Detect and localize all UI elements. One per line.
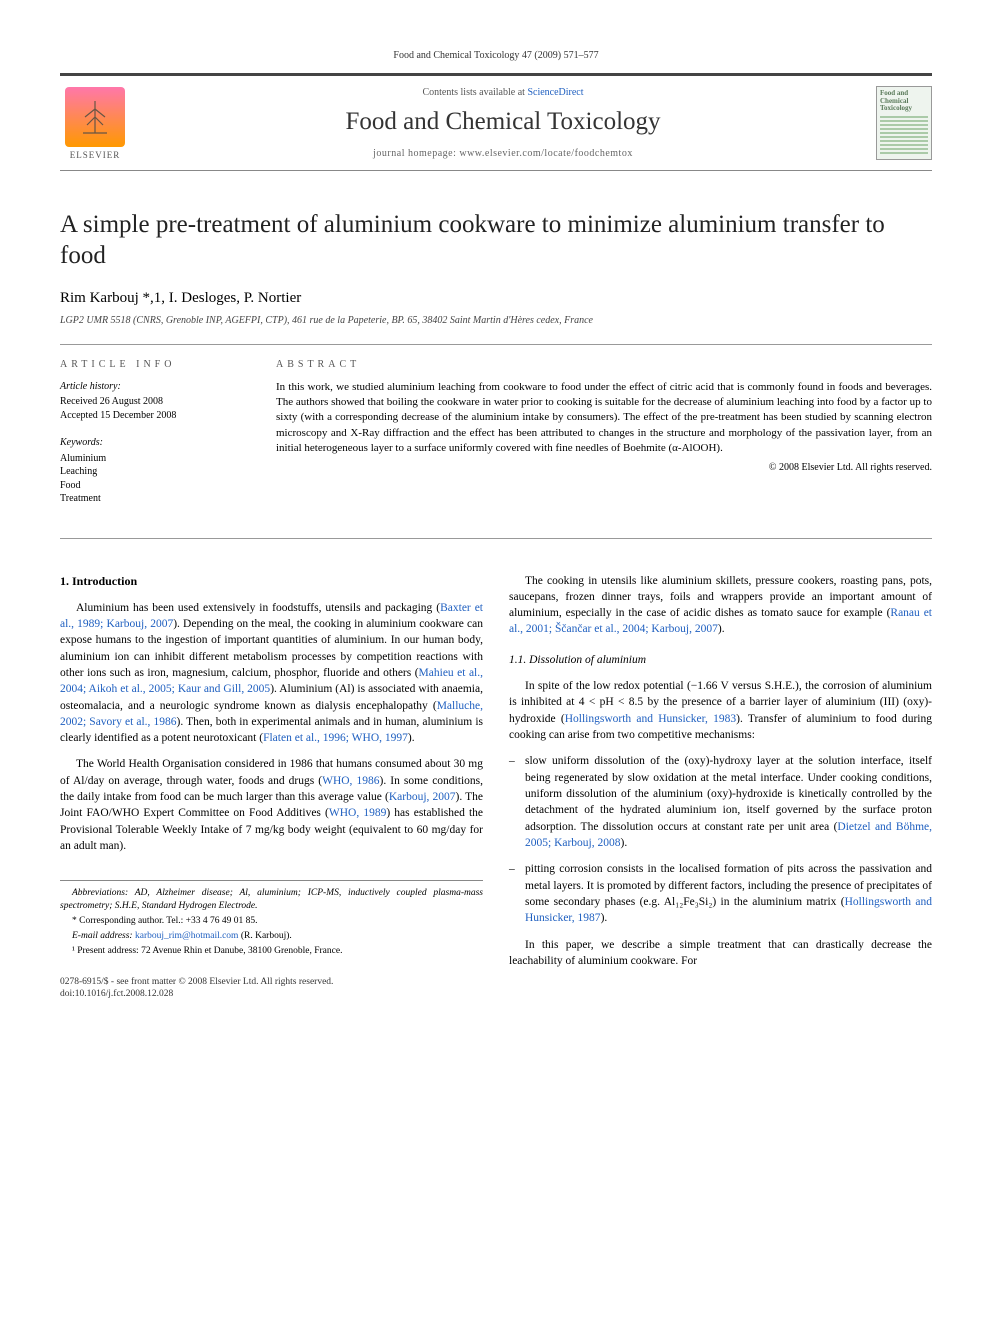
intro-paragraph-3: The cooking in utensils like aluminium s… [509,573,932,638]
publisher-name: ELSEVIER [60,150,130,160]
section-1-1-paragraph-2: In this paper, we describe a simple trea… [509,937,932,970]
contents-available-line: Contents lists available at ScienceDirec… [130,87,876,98]
keywords-block: Keywords: Aluminium Leaching Food Treatm… [60,436,250,506]
text-run: The cooking in utensils like aluminium s… [509,575,932,620]
journal-cover-thumbnail: Food and Chemical Toxicology [876,86,932,160]
text-run: ). [408,732,415,744]
bottom-matter: 0278-6915/$ - see front matter © 2008 El… [60,976,483,1001]
journal-name: Food and Chemical Toxicology [130,108,876,136]
authors: Rim Karbouj *,1, I. Desloges, P. Nortier [60,290,932,307]
received-date: Received 26 August 2008 [60,395,250,409]
email-link[interactable]: karbouj_rim@hotmail.com [135,931,238,941]
body-two-columns: 1. Introduction Aluminium has been used … [60,573,932,1001]
section-1-1-paragraph-1: In spite of the low redox potential (−1.… [509,678,932,743]
issn-line: 0278-6915/$ - see front matter © 2008 El… [60,976,483,988]
keyword: Treatment [60,492,250,506]
abstract-copyright: © 2008 Elsevier Ltd. All rights reserved… [276,462,932,473]
article-info-column: ARTICLE INFO Article history: Received 2… [60,359,250,520]
corresponding-author-footnote: * Corresponding author. Tel.: +33 4 76 4… [60,915,483,928]
citation-link[interactable]: WHO, 1989 [329,807,386,819]
keywords-label: Keywords: [60,436,250,450]
journal-header-bar: ELSEVIER Contents lists available at Sci… [60,73,932,171]
mechanism-list-item-1: slow uniform dissolution of the (oxy)-hy… [509,753,932,851]
doi-line: doi:10.1016/j.fct.2008.12.028 [60,988,483,1000]
keyword: Aluminium [60,452,250,466]
abstract-column: ABSTRACT In this work, we studied alumin… [276,359,932,520]
email-label: E-mail address: [72,931,135,941]
homepage-prefix: journal homepage: [373,148,459,159]
intro-paragraph-2: The World Health Organisation considered… [60,756,483,854]
contents-prefix: Contents lists available at [422,87,527,98]
citation-link[interactable]: Hollingsworth and Hunsicker, 1983 [565,713,736,725]
article-history-block: Article history: Received 26 August 2008… [60,380,250,423]
right-column: The cooking in utensils like aluminium s… [509,573,932,1001]
elsevier-tree-icon [65,87,125,147]
info-abstract-block: ARTICLE INFO Article history: Received 2… [60,344,932,539]
text-run: ). [621,837,628,849]
left-column: 1. Introduction Aluminium has been used … [60,573,483,1001]
present-address-footnote: ¹ Present address: 72 Avenue Rhin et Dan… [60,945,483,958]
footnotes-block: Abbreviations: AD, Alzheimer disease; Al… [60,880,483,957]
header-center: Contents lists available at ScienceDirec… [130,87,876,159]
page: Food and Chemical Toxicology 47 (2009) 5… [0,0,992,1050]
cover-body-graphic [880,116,928,156]
cover-title: Food and Chemical Toxicology [880,90,928,113]
homepage-url[interactable]: www.elsevier.com/locate/foodchemtox [459,148,632,159]
article-title: A simple pre-treatment of aluminium cook… [60,209,932,272]
publisher-logo: ELSEVIER [60,87,130,160]
history-label: Article history: [60,380,250,394]
citation-link[interactable]: Karbouj, 2007 [389,791,456,803]
accepted-date: Accepted 15 December 2008 [60,409,250,423]
intro-paragraph-1: Aluminium has been used extensively in f… [60,600,483,747]
section-1-1-heading: 1.1. Dissolution of aluminium [509,652,932,668]
email-suffix: (R. Karbouj). [238,931,291,941]
text-run: Aluminium has been used extensively in f… [76,602,440,614]
abbreviations-footnote: Abbreviations: AD, Alzheimer disease; Al… [60,887,483,913]
article-info-heading: ARTICLE INFO [60,359,250,370]
affiliation: LGP2 UMR 5518 (CNRS, Grenoble INP, AGEFP… [60,315,932,326]
running-header: Food and Chemical Toxicology 47 (2009) 5… [60,50,932,61]
abstract-heading: ABSTRACT [276,359,932,370]
section-1-heading: 1. Introduction [60,573,483,590]
text-run: ). [601,912,608,924]
citation-link[interactable]: Flaten et al., 1996; WHO, 1997 [263,732,408,744]
keyword: Food [60,479,250,493]
keyword: Leaching [60,465,250,479]
journal-homepage-line: journal homepage: www.elsevier.com/locat… [130,148,876,159]
sciencedirect-link[interactable]: ScienceDirect [527,87,583,98]
text-run: Abbreviations: AD, Alzheimer disease; Al… [60,888,483,911]
email-footnote: E-mail address: karbouj_rim@hotmail.com … [60,930,483,943]
abstract-text: In this work, we studied aluminium leach… [276,380,932,457]
citation-link[interactable]: WHO, 1986 [322,775,379,787]
mechanism-list-item-2: pitting corrosion consists in the locali… [509,861,932,926]
text-run: ). [718,623,725,635]
